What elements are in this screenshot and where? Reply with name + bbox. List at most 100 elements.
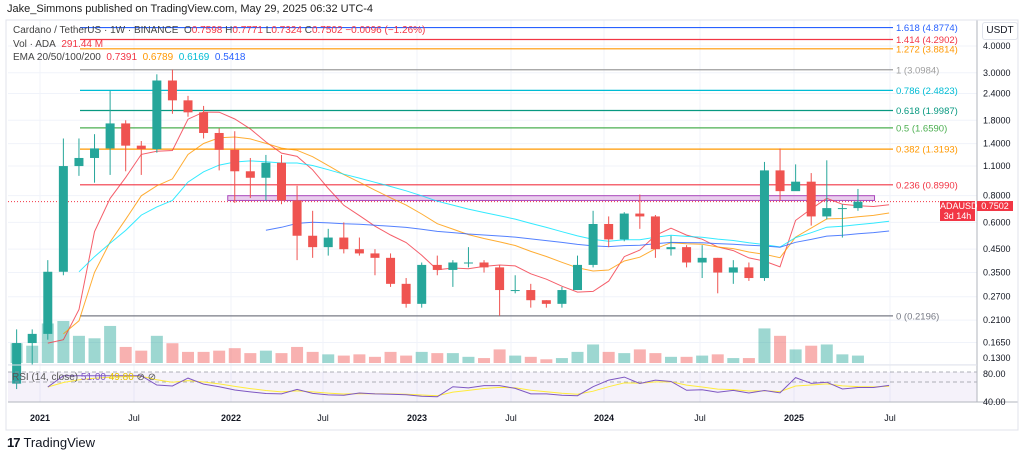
candle-body: [510, 290, 520, 292]
ema100-line: [78, 160, 890, 273]
ema50-line: [63, 136, 890, 335]
fib-level-label: 0.382 (1.3193): [896, 145, 958, 156]
publish-info: Jake_Simmons published on TradingView.co…: [7, 3, 374, 15]
candle-body: [354, 249, 364, 254]
volume-bar: [275, 353, 288, 363]
volume-bar: [727, 358, 740, 363]
candle-body: [27, 333, 37, 344]
rsi-pane: [8, 371, 977, 403]
candle-body: [448, 262, 458, 270]
currency-unit[interactable]: USDT: [982, 22, 1018, 40]
rsi-legend[interactable]: RSI (14, close) 51.00 49.80 ⊘ ⊘: [12, 372, 156, 383]
volume-bar: [57, 321, 70, 363]
price-tag-symbol: ADAUSDT: [940, 201, 984, 211]
candle-body: [588, 223, 598, 265]
volume-bar: [758, 328, 771, 363]
symbol-name: Cardano / TetherUS · 1W · BINANCE: [13, 25, 179, 36]
candle-body: [74, 157, 84, 167]
candle-body: [806, 181, 816, 217]
price-tick-label: 1.4000: [983, 139, 1011, 149]
fib-level-label: 0.786 (2.4823): [896, 86, 958, 97]
rsi-tick-label: 40.00: [983, 397, 1006, 407]
volume-bar: [135, 350, 148, 363]
volume-bar: [836, 354, 849, 363]
volume-bar: [649, 353, 662, 363]
candle-body: [463, 262, 473, 264]
candle-body: [495, 267, 505, 291]
hidden-eye-icon[interactable]: ⊘: [136, 372, 145, 383]
volume-bar: [820, 344, 833, 363]
time-tick-label: Jul: [317, 413, 329, 423]
fib-level-label: 1.272 (3.8814): [896, 44, 958, 55]
volume-bar: [509, 355, 522, 363]
close-value: 0.7502: [311, 25, 343, 36]
tradingview-logo-icon: 17: [7, 435, 21, 450]
price-tick-label: 4.0000: [983, 41, 1011, 51]
ema-lines: [47, 111, 890, 344]
time-tick-label: Jul: [128, 413, 140, 423]
price-tick-label: 2.4000: [983, 89, 1011, 99]
volume-label: Vol · ADA: [13, 38, 56, 50]
candle-body: [386, 257, 396, 284]
price-tick-label: 0.6000: [983, 217, 1011, 227]
candle-body: [12, 343, 22, 384]
volume-bar: [259, 350, 272, 363]
volume-bar: [166, 343, 179, 363]
volume-bar: [493, 349, 506, 363]
fib-level-label: 1.414 (4.2902): [896, 35, 958, 46]
candle-body: [541, 300, 551, 304]
candle-body: [261, 162, 271, 178]
candle-body: [650, 216, 660, 250]
time-tick-label: Jul: [884, 413, 896, 423]
hidden-eye-icon[interactable]: ⊘: [147, 372, 157, 383]
volume-bar: [789, 349, 802, 363]
candle-body: [666, 247, 676, 250]
candle-body: [152, 80, 162, 150]
volume-bar: [322, 354, 335, 363]
volume-bar: [104, 325, 117, 363]
ema200-value: 0.5418: [214, 52, 246, 63]
ema-legend[interactable]: EMA 20/50/100/200 0.7391 0.6789 0.6169 0…: [13, 51, 425, 65]
volume-bar: [353, 354, 366, 363]
ema50-value: 0.6789: [142, 52, 174, 63]
price-tick-label: 1.1000: [983, 161, 1011, 171]
volume-value: 291.44 M: [61, 38, 104, 50]
candle-body: [728, 267, 738, 273]
brand-name: TradingView: [23, 435, 96, 450]
volume-bar: [400, 355, 413, 363]
volume-bar: [384, 351, 397, 363]
volume-bar: [571, 351, 584, 363]
candle-body: [635, 213, 645, 217]
volume-bar: [587, 344, 600, 363]
volume-bar: [633, 349, 646, 363]
candle-body: [58, 166, 68, 272]
candle-body: [308, 235, 318, 248]
fib-level-label: 0.236 (0.8990): [896, 180, 958, 191]
ema20-value: 0.7391: [106, 52, 138, 63]
volume-bar: [851, 355, 864, 363]
price-tick-label: 0.2700: [983, 292, 1011, 302]
volume-legend[interactable]: Vol · ADA 291.44 M: [13, 38, 425, 52]
volume-bar: [150, 335, 163, 363]
candle-body: [682, 247, 692, 263]
candle-body: [837, 208, 847, 210]
candles: [12, 69, 863, 390]
candle-body: [230, 149, 240, 172]
candle-body: [323, 237, 333, 248]
volume-bar: [119, 346, 132, 363]
candle-body: [276, 162, 286, 201]
volume-bar: [680, 356, 693, 363]
candle-body: [245, 171, 255, 178]
candle-body: [292, 200, 302, 236]
candle-body: [557, 290, 567, 304]
symbol-legend[interactable]: Cardano / TetherUS · 1W · BINANCE O0.759…: [13, 24, 425, 38]
ema20-line: [47, 111, 890, 344]
candle-body: [401, 283, 411, 304]
volume-bar: [291, 346, 304, 363]
candle-body: [775, 170, 785, 192]
volume-bar: [431, 353, 444, 363]
low-value: 0.7324: [271, 25, 302, 36]
candle-body: [105, 123, 115, 149]
chart-legend: Cardano / TetherUS · 1W · BINANCE O0.759…: [13, 24, 425, 65]
